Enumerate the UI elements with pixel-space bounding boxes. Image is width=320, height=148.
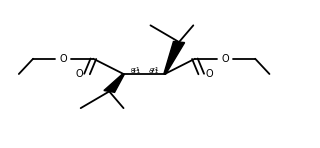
Polygon shape — [164, 42, 185, 74]
Text: O: O — [205, 69, 213, 79]
Polygon shape — [104, 74, 124, 92]
Text: O: O — [60, 54, 67, 64]
Text: or1: or1 — [131, 67, 140, 72]
Text: or1: or1 — [149, 69, 159, 74]
Text: O: O — [75, 69, 83, 79]
Text: or1: or1 — [131, 69, 141, 74]
Text: or1: or1 — [150, 67, 159, 72]
Text: O: O — [221, 54, 229, 64]
